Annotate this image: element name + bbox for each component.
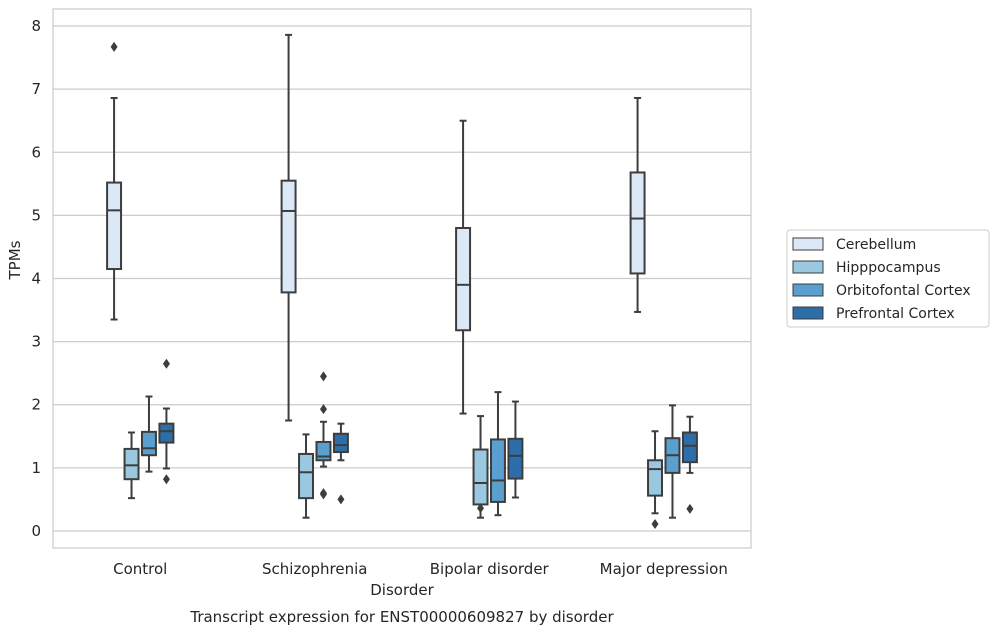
x-tick-label: Bipolar disorder (430, 560, 550, 578)
box-iqr (647, 459, 664, 497)
legend-label: Prefrontal Cortex (836, 306, 955, 322)
box-hipppocampus (298, 433, 315, 519)
box-orbitofontal-cortex (140, 395, 157, 473)
box-cerebellum (106, 41, 123, 321)
outlier-point (319, 371, 327, 382)
y-tick-label: 6 (31, 143, 41, 161)
outlier-point (337, 494, 345, 505)
box-cerebellum (280, 33, 297, 422)
legend: Cerebellum Hipppocampus Orbitofontal Corte… (786, 229, 990, 328)
box-hipppocampus (647, 430, 664, 530)
x-axis-label: Disorder (370, 581, 434, 599)
box-orbitofontal-cortex (315, 371, 332, 500)
outlier-point (162, 358, 170, 369)
y-tick-label: 3 (31, 333, 41, 351)
y-tick-label: 0 (31, 522, 41, 540)
box-iqr (472, 448, 489, 506)
legend-swatch (792, 237, 824, 251)
box-iqr (106, 181, 123, 271)
box-iqr (507, 437, 524, 480)
y-tick-label: 7 (31, 80, 41, 98)
box-hipppocampus (123, 431, 140, 500)
y-tick-label: 4 (31, 270, 41, 288)
legend-label: Orbitofontal Cortex (836, 283, 971, 299)
box-groups (106, 33, 698, 530)
x-tick-label: Control (113, 560, 167, 578)
box-orbitofontal-cortex (489, 391, 506, 517)
outlier-point (110, 41, 118, 52)
legend-label: Cerebellum (836, 237, 916, 253)
box-iqr (455, 227, 472, 332)
box-cerebellum (455, 119, 472, 415)
x-tick-label: Major depression (600, 560, 728, 578)
outlier-point (319, 404, 327, 415)
box-prefrontal-cortex (681, 415, 698, 514)
legend-items: Cerebellum Hipppocampus Orbitofontal Corte… (792, 237, 971, 322)
y-tick-label: 2 (31, 396, 41, 414)
box-orbitofontal-cortex (664, 404, 681, 519)
box-iqr (332, 432, 349, 454)
box-prefrontal-cortex (158, 358, 175, 485)
plot-area-frame (52, 8, 752, 549)
box-prefrontal-cortex (332, 422, 349, 505)
outlier-point (477, 503, 485, 514)
y-tick-label: 1 (31, 459, 41, 477)
box-iqr (158, 422, 175, 444)
legend-swatch (792, 283, 824, 297)
grid-lines (53, 25, 751, 532)
box-prefrontal-cortex (507, 400, 524, 499)
y-tick-label: 5 (31, 206, 41, 224)
chart-caption: Transcript expression for ENST0000060982… (189, 608, 614, 626)
outlier-point (651, 519, 659, 530)
box-iqr (315, 440, 332, 462)
outlier-point (319, 488, 327, 499)
outlier-point (686, 503, 694, 514)
y-tick-label: 8 (31, 17, 41, 35)
legend-label: Hipppocampus (836, 260, 941, 276)
legend-swatch (792, 260, 824, 274)
y-axis-label: TPMs (6, 240, 24, 280)
box-iqr (629, 171, 646, 275)
legend-swatch (792, 306, 824, 320)
box-iqr (681, 431, 698, 464)
box-cerebellum (629, 96, 646, 313)
legend-frame (786, 229, 990, 328)
box-iqr (140, 430, 157, 457)
y-tick-labels: 0 1 2 3 4 5 6 7 8 (31, 17, 41, 540)
box-iqr (489, 438, 506, 503)
box-iqr (280, 179, 297, 294)
x-tick-label: Schizophrenia (262, 560, 367, 578)
box-hipppocampus (472, 415, 489, 519)
box-iqr (123, 447, 140, 481)
outlier-point (162, 474, 170, 485)
box-iqr (298, 452, 315, 500)
x-tick-labels: Control Schizophrenia Bipolar disorder Majo… (113, 560, 728, 578)
